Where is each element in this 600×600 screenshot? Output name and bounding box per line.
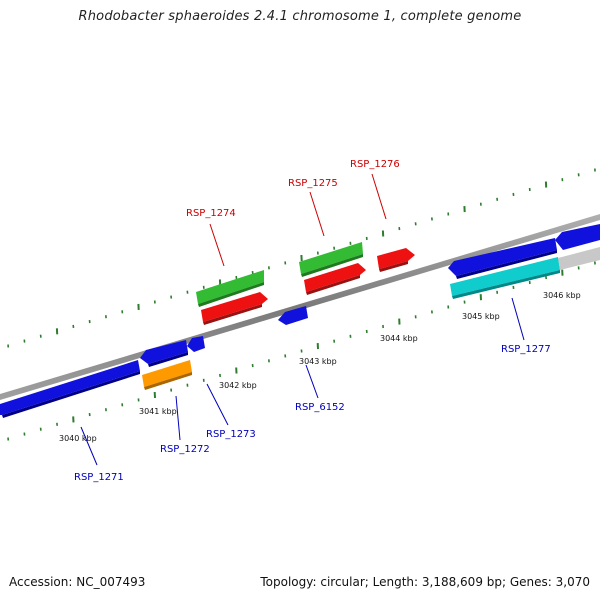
gene-green-1-shade <box>198 282 264 307</box>
gene-red-3-shade <box>379 261 408 272</box>
scale-label: 3042 kbp <box>219 381 257 390</box>
leader-rsp-1275 <box>309 191 325 237</box>
accession-text: Accession: NC_007493 <box>9 575 146 589</box>
gene-label-rsp-1277[interactable]: RSP_1277 <box>501 344 551 355</box>
gene-label-rsp-1274[interactable]: RSP_1274 <box>186 208 236 219</box>
gene-blue-4[interactable] <box>448 238 557 276</box>
topology-text: Topology: circular; Length: 3,188,609 bp… <box>260 575 590 589</box>
forward-genes <box>196 242 415 325</box>
gene-red-2[interactable] <box>304 263 366 292</box>
gene-blue-small-fwd[interactable] <box>278 306 308 325</box>
leader-rsp-1276 <box>371 173 387 220</box>
gene-blue-3[interactable] <box>187 336 205 352</box>
gene-red-3[interactable] <box>377 248 415 269</box>
gene-blue-1[interactable] <box>0 360 140 415</box>
gene-cyan-shade <box>452 270 560 299</box>
gene-blue-4-shade <box>456 250 557 279</box>
gene-red-1-shade <box>203 304 262 325</box>
leader-rsp-1272 <box>175 395 181 441</box>
scale-label: 3040 kbp <box>59 434 97 443</box>
gene-green-2-shade <box>301 254 363 277</box>
scale-label: 3046 kbp <box>543 291 581 300</box>
gene-green-1[interactable] <box>196 270 264 304</box>
leader-rsp-1273 <box>206 383 229 426</box>
leader-rsp-1274 <box>209 223 225 267</box>
gene-label-rsp-1271[interactable]: RSP_1271 <box>74 472 124 483</box>
gene-orange[interactable] <box>142 360 192 387</box>
upper-tick-row <box>7 168 596 348</box>
gene-cyan[interactable] <box>450 257 560 296</box>
leader-rsp-1271 <box>80 426 98 466</box>
gene-blue-2[interactable] <box>140 340 188 364</box>
gene-red-2-shade <box>306 275 360 295</box>
gene-label-rsp-1272[interactable]: RSP_1272 <box>160 444 210 455</box>
reverse-genes <box>0 224 600 418</box>
gene-labels: RSP_1274 RSP_1275 RSP_1276 RSP_1271 RSP_… <box>74 159 551 483</box>
scale-labels: 3040 kbp 3041 kbp 3042 kbp 3043 kbp 3044… <box>59 291 581 443</box>
leader-rsp-1277 <box>511 297 525 341</box>
gene-label-rsp-1275[interactable]: RSP_1275 <box>288 178 338 189</box>
gene-blue-5[interactable] <box>555 224 600 250</box>
scale-label: 3041 kbp <box>139 407 177 416</box>
gene-label-rsp-1276[interactable]: RSP_1276 <box>350 159 400 170</box>
gene-red-1[interactable] <box>201 292 268 322</box>
gene-label-rsp-6152[interactable]: RSP_6152 <box>295 402 345 413</box>
gene-blue-1-shade <box>2 371 140 418</box>
leader-rsp-6152 <box>305 364 319 399</box>
gene-orange-shade <box>144 372 192 390</box>
lower-tick-row <box>7 261 596 441</box>
map-title: Rhodobacter sphaeroides 2.4.1 chromosome… <box>78 9 522 24</box>
label-leaders <box>80 173 525 466</box>
gene-blue-2-shade <box>148 352 188 367</box>
gene-gray[interactable] <box>558 247 600 270</box>
scale-label: 3043 kbp <box>299 357 337 366</box>
chromosome-backbone <box>0 214 600 400</box>
scale-label: 3045 kbp <box>462 312 500 321</box>
scale-label: 3044 kbp <box>380 334 418 343</box>
gene-green-2[interactable] <box>299 242 363 274</box>
gene-label-rsp-1273[interactable]: RSP_1273 <box>206 429 256 440</box>
